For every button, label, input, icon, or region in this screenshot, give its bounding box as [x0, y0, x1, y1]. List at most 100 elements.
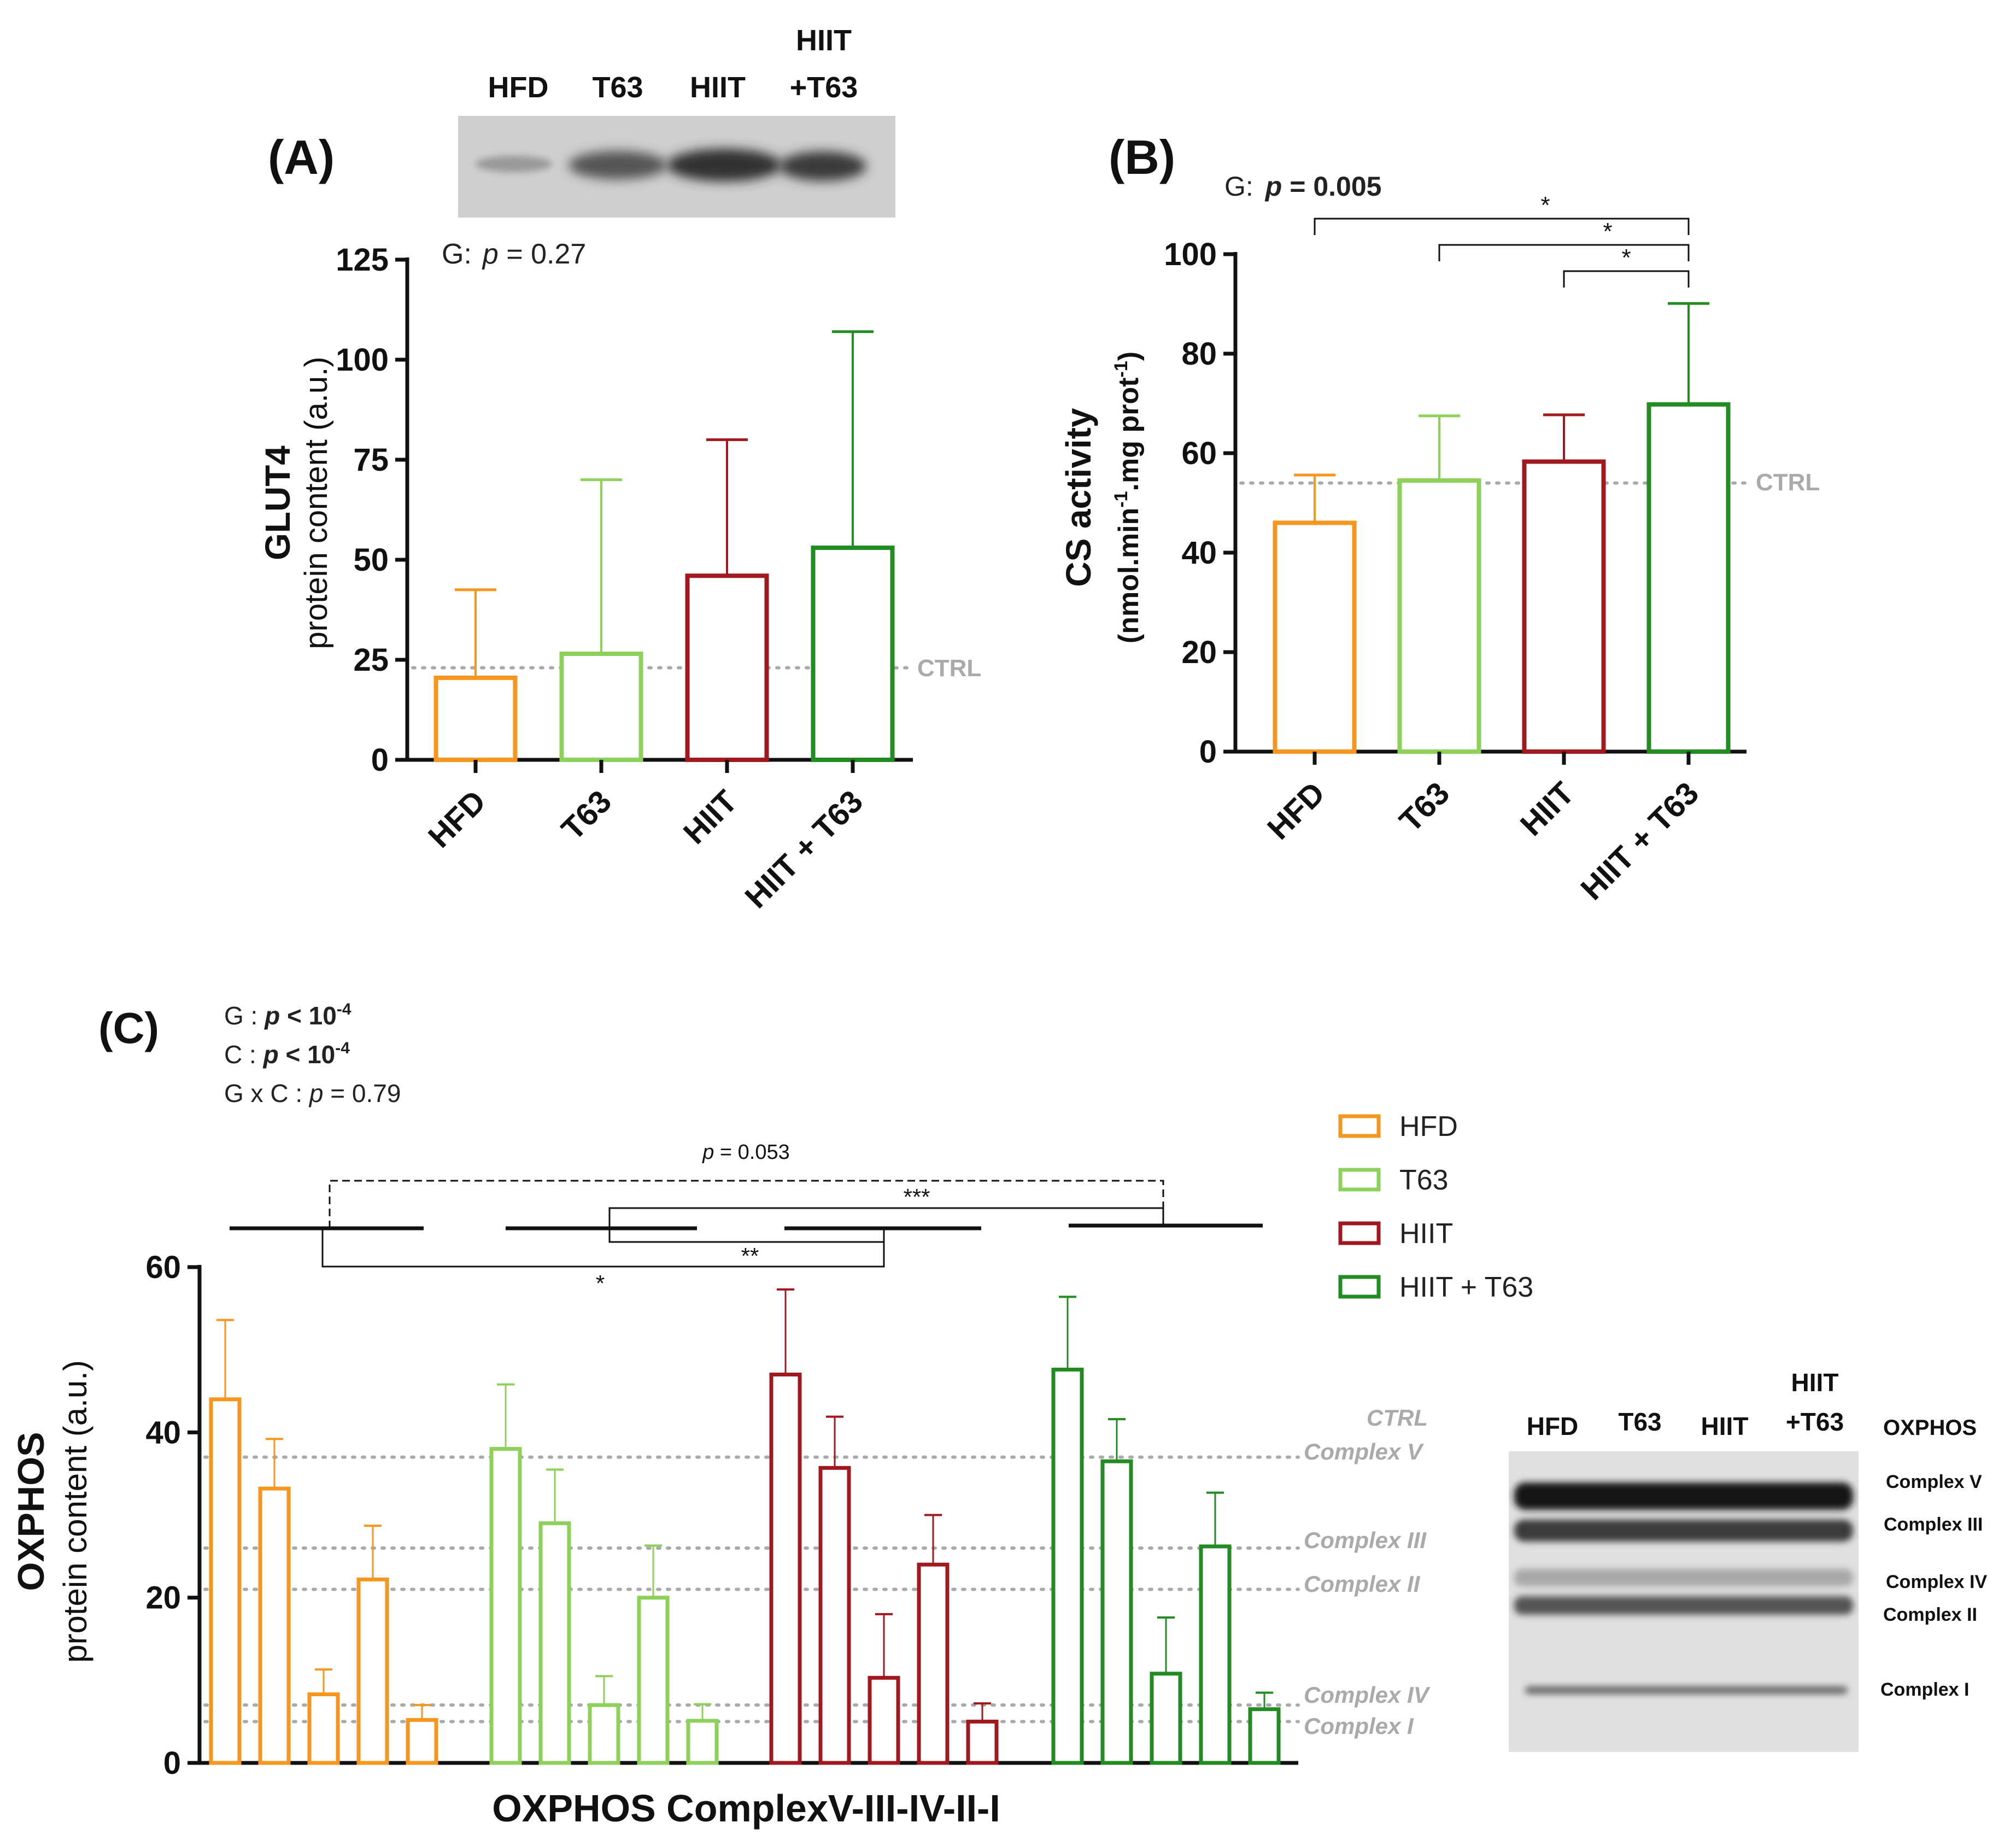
bar-hiit-t63-complex-i — [1248, 1707, 1281, 1765]
bracket-three-star — [608, 1207, 1164, 1242]
bar-t63 — [1397, 478, 1481, 754]
panel-b-stat: G: p = 0.005 — [1224, 171, 1381, 202]
bracket-two-star-label: ** — [741, 1243, 759, 1269]
significance-bracket — [1563, 270, 1690, 288]
bar-t63-complex-i — [686, 1719, 719, 1765]
bar-hiit-t63-complex-iv — [1150, 1672, 1182, 1765]
blot-a-band-hfd — [476, 156, 552, 172]
bar-hfd-complex-ii — [356, 1577, 389, 1765]
y-tick-label: 0 — [163, 1745, 181, 1781]
blot-a-band-hiit — [667, 149, 782, 181]
significance-bracket — [1314, 218, 1690, 235]
blot-a-band-t63 — [569, 151, 667, 179]
blot-c-lane-t63: T63 — [1618, 1408, 1661, 1436]
blot-a-lane-t63: T63 — [592, 71, 643, 104]
panel-b-ctrl-label: CTRL — [1756, 469, 1820, 496]
y-tick-label: 40 — [145, 1415, 181, 1450]
bar-hiit — [1522, 459, 1606, 754]
bar-hiit-t63-complex-iii — [1100, 1459, 1133, 1765]
blot-c-title: OXPHOS — [1883, 1416, 1977, 1440]
panel-c-ylabel-line1: OXPHOS — [10, 1432, 52, 1591]
blot-c-lane-hiit: HIIT — [1701, 1412, 1749, 1440]
bar-t63-complex-ii — [637, 1596, 670, 1765]
ctrl-label-complex-iv: Complex IV — [1304, 1682, 1431, 1708]
bar-hiit-complex-iv — [868, 1675, 900, 1765]
bar-hiit-complex-iii — [818, 1466, 851, 1765]
panel-a-western-blot: HFD T63 HIIT HIIT +T63 — [458, 24, 895, 218]
panel-a: (A) HFD T63 HIIT HIIT +T63 G: p = 0.27 GL… — [258, 24, 981, 915]
bar-t63-complex-iv — [588, 1703, 620, 1765]
y-tick-label: 80 — [1181, 336, 1217, 372]
significance-star: * — [1621, 244, 1631, 271]
legend-label-hfd: HFD — [1399, 1111, 1458, 1142]
ctrl-label-complex-i: Complex I — [1304, 1713, 1414, 1739]
legend-swatch-hiit — [1338, 1221, 1381, 1245]
significance-bracket — [1438, 244, 1690, 261]
bar-hiit-t63-complex-ii — [1199, 1544, 1232, 1765]
bracket-dashed — [329, 1180, 1164, 1228]
legend-label-t63: T63 — [1399, 1164, 1449, 1196]
panel-c-ctrl-label: CTRL — [1367, 1405, 1428, 1431]
y-tick-label: 20 — [145, 1580, 181, 1616]
bar-hfd — [1273, 520, 1357, 754]
panel-c-stat-gxc: G x C : p = 0.79 — [224, 1079, 401, 1107]
blot-c-label-complex-v: Complex V — [1886, 1472, 1982, 1492]
y-tick-label: 100 — [1164, 237, 1217, 272]
legend-label-hiit-t63: HIIT + T63 — [1399, 1271, 1533, 1303]
blot-a-lane-hiit-t63-line2: +T63 — [790, 71, 858, 104]
blot-c-label-complex-i: Complex I — [1880, 1679, 1969, 1700]
panel-b-ylabel-line1: CS activity — [1059, 408, 1098, 587]
y-tick-label: 75 — [353, 442, 389, 478]
x-tick-label-t63: T63 — [1393, 775, 1457, 839]
x-tick-label-t63: T63 — [555, 783, 619, 847]
significance-star: * — [1540, 192, 1550, 219]
blot-c-lane-hfd: HFD — [1527, 1412, 1579, 1440]
bracket-one-star — [321, 1228, 885, 1268]
legend-swatch-t63 — [1338, 1168, 1381, 1192]
bar-hfd-complex-v — [209, 1397, 242, 1765]
panel-c-ylabel-line2: protein content (a.u.) — [57, 1360, 93, 1663]
y-tick-label: 40 — [1181, 535, 1217, 571]
y-tick-label: 20 — [1181, 635, 1217, 670]
panel-c-western-blot: HFD T63 HIIT HIIT +T63 OXPHOS Complex V … — [1509, 1368, 1987, 1752]
y-tick-label: 100 — [336, 342, 389, 378]
x-tick-label-hiit-t63: HIIT + T63 — [1574, 775, 1706, 907]
bracket-three-star-label: *** — [903, 1184, 930, 1210]
blot-c-band-complex-iv — [1514, 1569, 1853, 1586]
blot-c-band-complex-i — [1525, 1686, 1848, 1694]
bar-hiit-complex-i — [966, 1719, 999, 1765]
ctrl-label-complex-iii: Complex III — [1304, 1527, 1427, 1553]
blot-c-label-complex-iv: Complex IV — [1886, 1572, 1987, 1592]
bar-hiit — [685, 573, 769, 763]
bar-hfd-complex-iii — [258, 1486, 291, 1765]
bar-hfd-complex-iv — [307, 1692, 340, 1765]
y-tick-label: 125 — [336, 242, 389, 278]
panel-c-plot: 0 20 40 60 — [145, 1250, 1300, 1781]
blot-c-band-complex-iii — [1514, 1520, 1853, 1542]
panel-a-ctrl-label: CTRL — [917, 655, 981, 682]
x-tick-label-hiit: HIIT — [1514, 775, 1581, 842]
bar-hiit-t63 — [1646, 402, 1731, 754]
panel-c-stats: G : p < 10-4 C : p < 10-4 G x C : p = 0.… — [224, 1000, 401, 1107]
bracket-dashed-label: p = 0.053 — [702, 1141, 790, 1164]
blot-a-lane-hfd: HFD — [488, 71, 549, 104]
panel-b: (B) G: p = 0.005 CS activity (nmol.min-1.… — [1059, 130, 1820, 907]
y-tick-label: 0 — [1199, 734, 1217, 770]
blot-c-band-complex-v — [1514, 1482, 1853, 1510]
bar-hiit-t63 — [811, 546, 895, 762]
bar-t63-complex-v — [489, 1447, 522, 1765]
blot-a-band-hiit-t63 — [779, 151, 866, 181]
blot-a-lane-hiit: HIIT — [690, 71, 746, 104]
panel-a-label: (A) — [268, 130, 335, 184]
bracket-two-star — [608, 1228, 885, 1243]
blot-a-lane-hiit-t63-line1: HIIT — [796, 24, 852, 57]
blot-c-band-complex-ii — [1514, 1596, 1853, 1615]
bar-hfd-complex-i — [406, 1718, 438, 1765]
x-tick-label-hfd: HFD — [1261, 775, 1332, 846]
y-tick-label: 60 — [1181, 436, 1217, 471]
blot-c-lane-hiit-t63-line1: HIIT — [1791, 1368, 1839, 1397]
blot-c-label-complex-iii: Complex III — [1884, 1514, 1983, 1535]
panel-c-stat-g: G : p < 10-4 — [224, 1000, 351, 1030]
panel-c: (C) G : p < 10-4 C : p < 10-4 G x C : p … — [10, 1000, 1987, 1830]
